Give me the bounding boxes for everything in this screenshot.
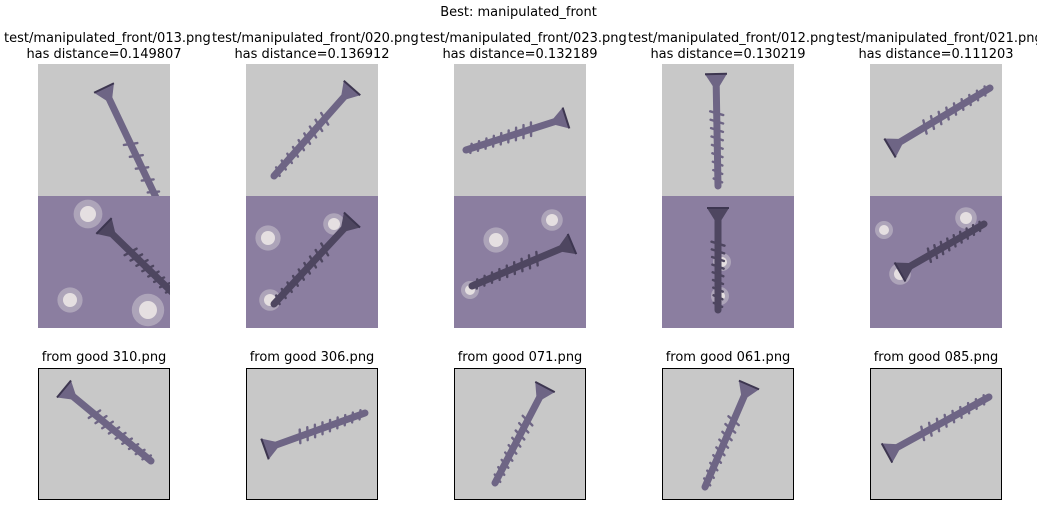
distance-label: has distance=0.111203 [858, 47, 1014, 62]
figure-title: Best: manipulated_front [440, 5, 597, 20]
good-image-title: from good 071.png [457, 350, 583, 365]
screw-image [870, 196, 1002, 328]
screw-image [662, 196, 794, 328]
result-column: test/manipulated_front/021.png has dista… [836, 0, 1037, 510]
test-image-path: test/manipulated_front/020.png [212, 31, 419, 46]
good-image-title: from good 306.png [249, 350, 375, 365]
test-image-title: test/manipulated_front/013.png has dista… [4, 31, 211, 63]
test-image-panel [454, 64, 586, 196]
screw-image [663, 369, 793, 499]
anomaly-heatmap-panel [38, 196, 170, 328]
distance-label: has distance=0.130219 [650, 47, 806, 62]
test-image-title: test/manipulated_front/012.png has dista… [628, 31, 835, 63]
distance-label: has distance=0.132189 [442, 47, 598, 62]
anomaly-heatmap-panel [662, 196, 794, 328]
reference-good-image-panel [870, 368, 1002, 500]
anomaly-heatmap-panel [454, 196, 586, 328]
test-image-path: test/manipulated_front/012.png [628, 31, 835, 46]
test-image-path: test/manipulated_front/021.png [836, 31, 1037, 46]
anomaly-heatmap-panel [246, 196, 378, 328]
screw-image [454, 64, 586, 196]
test-image-panel [662, 64, 794, 196]
screw-image [455, 369, 585, 499]
screw-image [454, 196, 586, 328]
good-image-title: from good 061.png [665, 350, 791, 365]
screw-image [662, 64, 794, 196]
reference-good-image-panel [246, 368, 378, 500]
test-image-title: test/manipulated_front/021.png has dista… [836, 31, 1037, 63]
test-image-panel [38, 64, 170, 196]
test-image-path: test/manipulated_front/013.png [4, 31, 211, 46]
result-column: test/manipulated_front/012.png has dista… [628, 0, 835, 510]
good-image-title: from good 310.png [41, 350, 167, 365]
screw-image [870, 64, 1002, 196]
test-image-title: test/manipulated_front/020.png has dista… [212, 31, 419, 63]
reference-good-image-panel [454, 368, 586, 500]
screw-image [38, 64, 170, 196]
screw-image [246, 196, 378, 328]
good-image-title: from good 085.png [873, 350, 999, 365]
result-column: test/manipulated_front/020.png has dista… [212, 0, 419, 510]
reference-good-image-panel [662, 368, 794, 500]
test-image-title: test/manipulated_front/023.png has dista… [420, 31, 627, 63]
reference-good-image-panel [38, 368, 170, 500]
result-column: test/manipulated_front/013.png has dista… [4, 0, 211, 510]
screw-image [871, 369, 1001, 499]
test-image-panel [870, 64, 1002, 196]
screw-image [39, 369, 169, 499]
result-column: test/manipulated_front/023.png has dista… [420, 0, 627, 510]
screw-image [38, 196, 170, 328]
screw-image [247, 369, 377, 499]
test-image-panel [246, 64, 378, 196]
test-image-path: test/manipulated_front/023.png [420, 31, 627, 46]
distance-label: has distance=0.136912 [234, 47, 390, 62]
distance-label: has distance=0.149807 [26, 47, 182, 62]
screw-image [246, 64, 378, 196]
anomaly-heatmap-panel [870, 196, 1002, 328]
